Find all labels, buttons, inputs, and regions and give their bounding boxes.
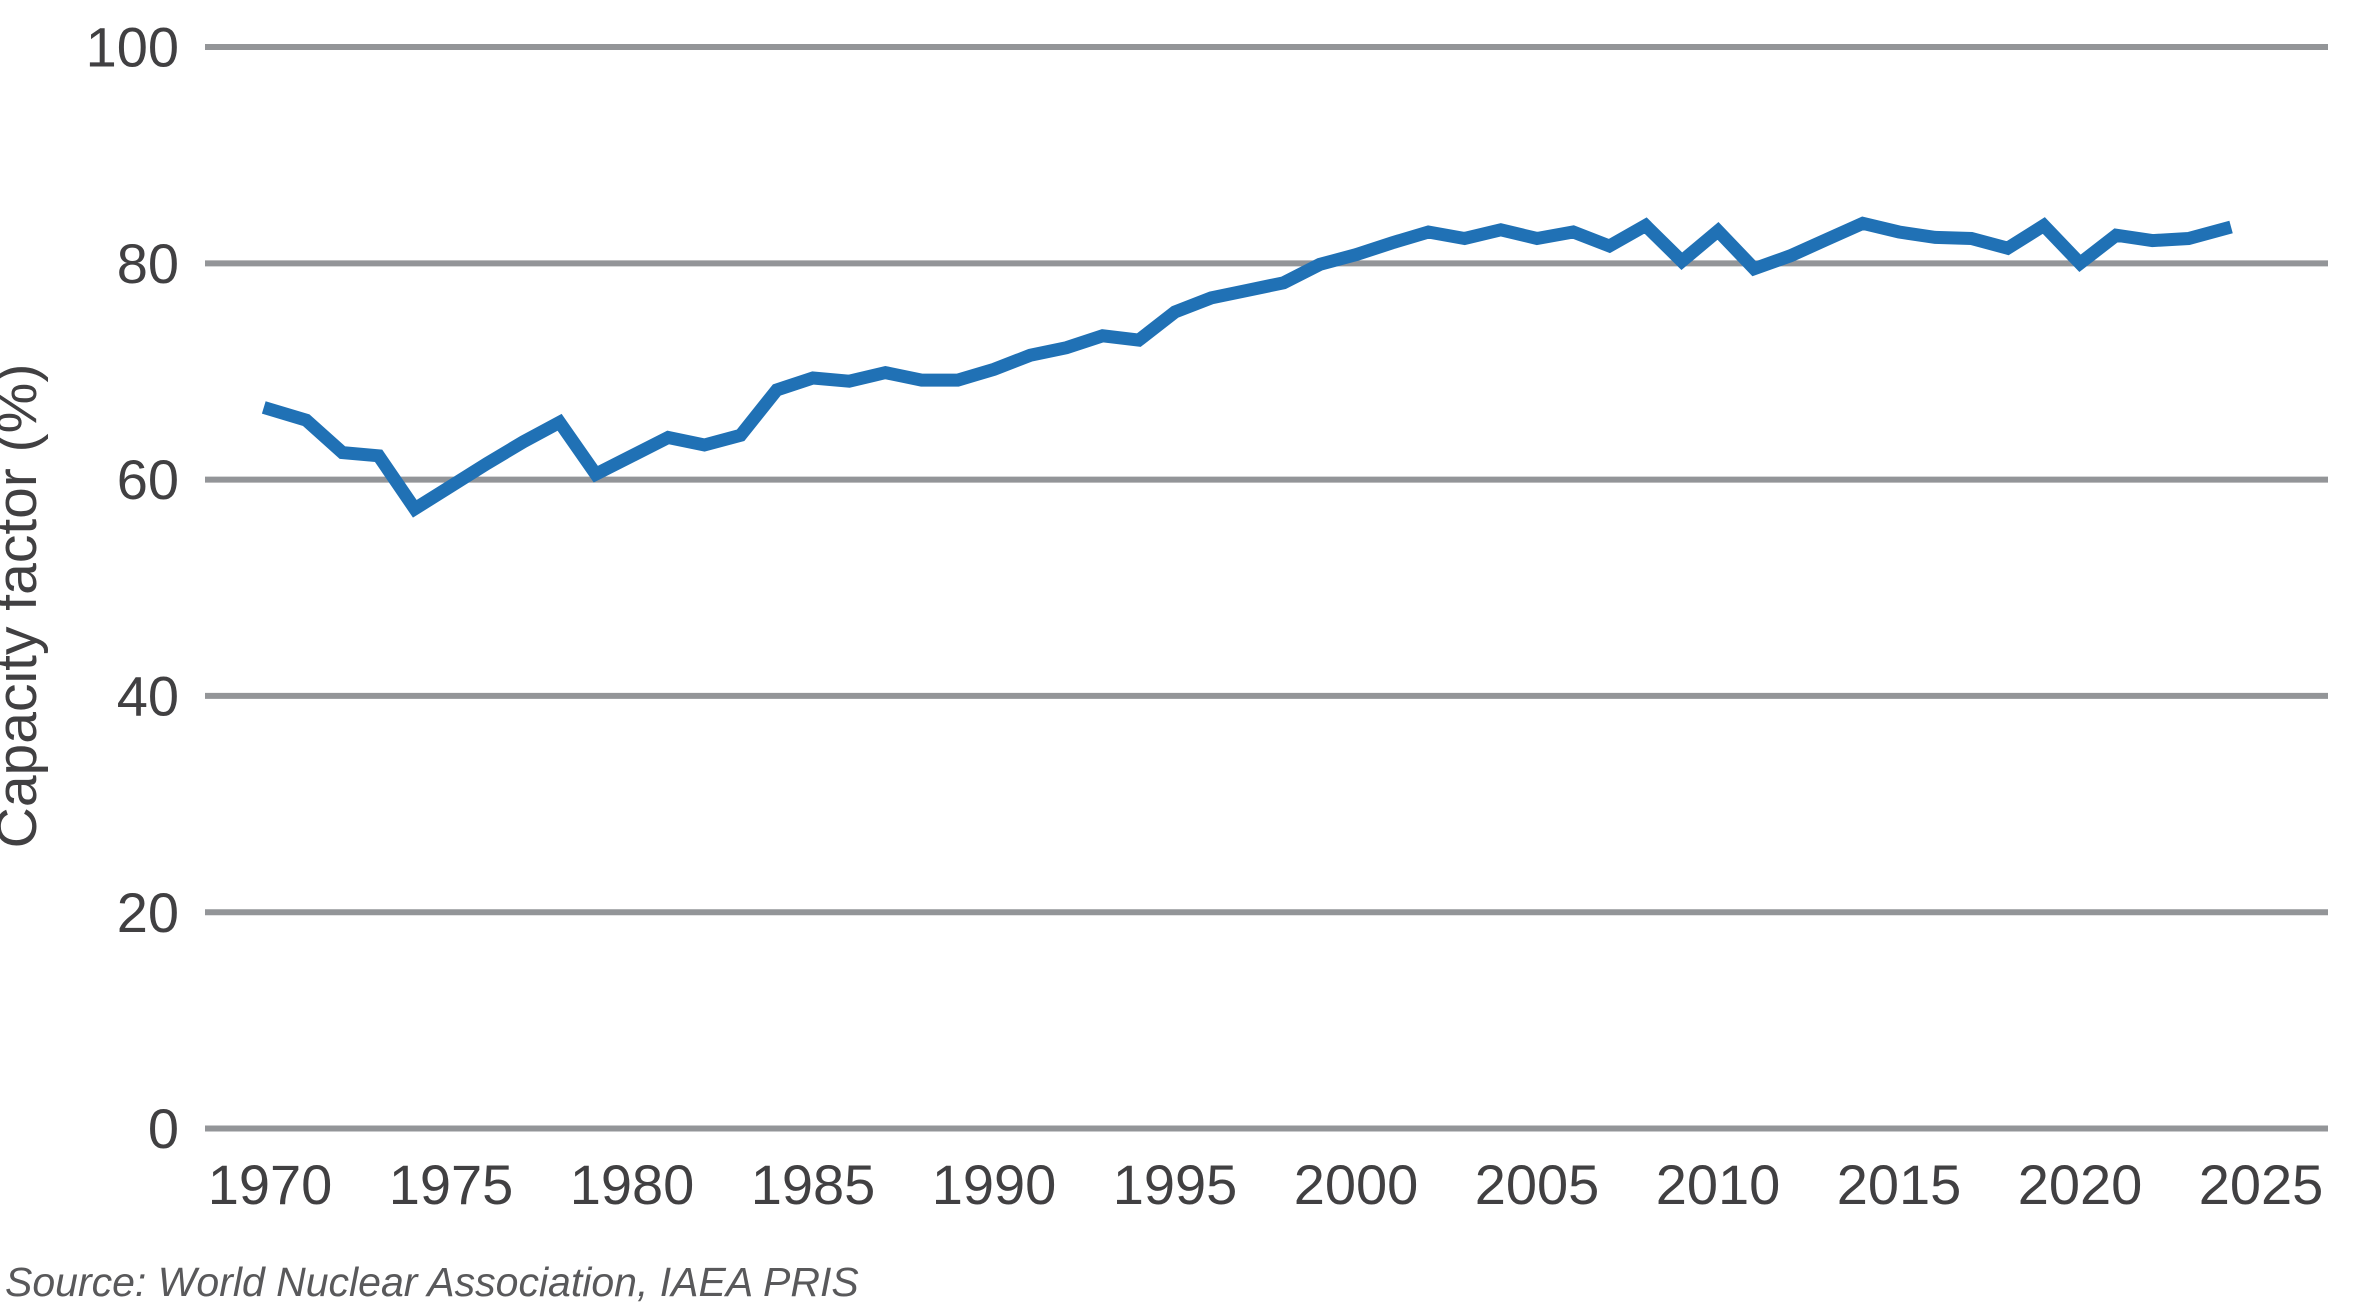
x-tick-label: 2020	[2018, 1153, 2143, 1216]
source-note: Source: World Nuclear Association, IAEA …	[5, 1259, 859, 1303]
x-tick-label: 2025	[2199, 1153, 2324, 1216]
x-tick-label: 1990	[932, 1153, 1057, 1216]
y-tick-label: 80	[117, 232, 179, 295]
y-tick-label: 0	[148, 1097, 179, 1160]
y-tick-label: 60	[117, 448, 179, 511]
x-tick-label: 1980	[570, 1153, 695, 1216]
x-tick-label: 2005	[1475, 1153, 1600, 1216]
x-tick-label: 1970	[208, 1153, 333, 1216]
capacity-factor-line	[261, 216, 2233, 518]
x-tick-label: 1975	[389, 1153, 514, 1216]
x-tick-label: 1995	[1113, 1153, 1238, 1216]
y-tick-label: 20	[117, 881, 179, 944]
y-tick-label: 100	[86, 16, 179, 79]
x-axis-tick-labels: 1970 1975 1980 1985 1990 1995 2000 2005 2010 2015…	[208, 1153, 2324, 1216]
y-axis-tick-labels: 0 20 40 60 80 100	[86, 16, 179, 1160]
x-tick-label: 2015	[1837, 1153, 1962, 1216]
y-tick-label: 40	[117, 665, 179, 728]
x-tick-label: 1985	[751, 1153, 876, 1216]
y-axis-title: Capacity factor (%)	[0, 364, 49, 849]
x-tick-label: 2000	[1294, 1153, 1419, 1216]
x-tick-label: 2010	[1656, 1153, 1781, 1216]
gridlines-group	[205, 44, 2328, 1132]
data-series-group	[261, 216, 2233, 518]
